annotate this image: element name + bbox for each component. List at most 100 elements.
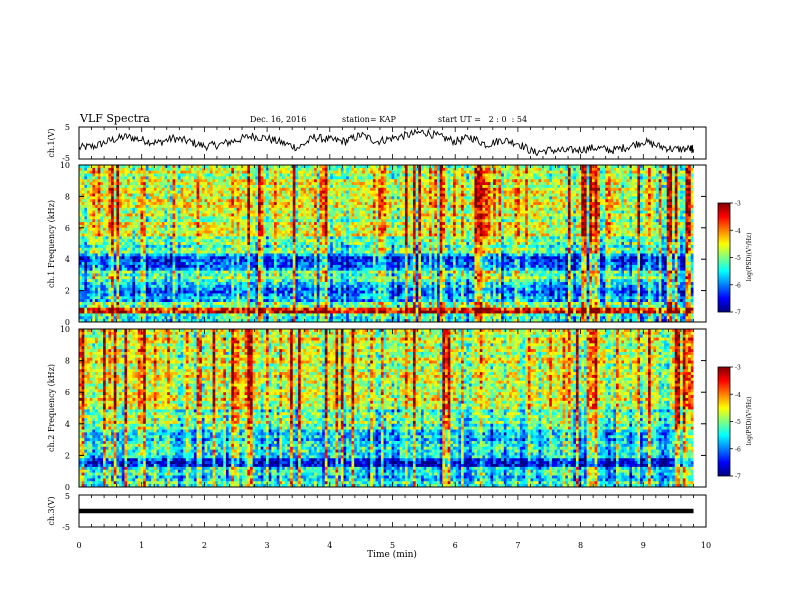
spectrogram-cell — [688, 219, 691, 222]
spectrogram-cell — [87, 196, 90, 199]
spectrogram-cell — [311, 174, 314, 177]
spectrogram-cell — [146, 196, 149, 199]
spectrogram-cell — [651, 182, 654, 185]
spectrogram-cell — [140, 216, 143, 219]
spectrogram-cell — [242, 196, 245, 199]
spectrogram-cell — [418, 168, 421, 171]
spectrogram-cell — [608, 196, 611, 199]
spectrogram-cell — [135, 191, 138, 194]
spectrogram-cell — [643, 196, 646, 199]
spectrogram-cell — [424, 196, 427, 199]
spectrogram-cell — [127, 199, 130, 202]
spectrogram-cell — [389, 171, 392, 174]
spectrogram-cell — [255, 168, 258, 171]
spectrogram-cell — [98, 182, 101, 185]
spectrogram-cell — [140, 185, 143, 188]
spectrogram-cell — [309, 171, 312, 174]
spectrogram-cell — [520, 216, 523, 219]
spectrogram-cell — [138, 214, 141, 217]
spectrogram-cell — [373, 182, 376, 185]
spectrogram-cell — [563, 214, 566, 217]
spectrogram-cell — [116, 188, 119, 191]
spectrogram-cell — [175, 199, 178, 202]
spectrogram-cell — [410, 179, 413, 182]
spectrogram-cell — [453, 199, 456, 202]
spectrogram-cell — [181, 214, 184, 217]
spectrogram-cell — [464, 211, 467, 214]
spectrogram-cell — [132, 202, 135, 205]
spectrogram-cell — [400, 176, 403, 179]
spectrogram-cell — [392, 191, 395, 194]
spectrogram-cell — [122, 211, 125, 214]
spectrogram-cell — [170, 219, 173, 222]
spectrogram-cell — [643, 188, 646, 191]
spectrogram-cell — [330, 191, 333, 194]
spectrogram-cell — [199, 202, 202, 205]
spectrogram-cell — [517, 214, 520, 217]
spectrogram-cell — [389, 208, 392, 211]
spectrogram-cell — [167, 219, 170, 222]
spectrogram-cell — [365, 174, 368, 177]
spectrogram-cell — [237, 216, 240, 219]
spectrogram-cell — [215, 168, 218, 171]
spectrogram-cell — [319, 174, 322, 177]
spectrogram-cell — [263, 216, 266, 219]
spectrogram-cell — [512, 219, 515, 222]
spectrogram-cell — [653, 216, 656, 219]
spectrogram-cell — [140, 188, 143, 191]
spectrogram-cell — [533, 171, 536, 174]
spectrogram-cell — [146, 168, 149, 171]
spectrogram-cell — [539, 191, 542, 194]
spectrogram-cell — [132, 205, 135, 208]
spectrogram-cell — [116, 176, 119, 179]
spectrogram-cell — [226, 174, 229, 177]
spectrogram-cell — [675, 194, 678, 197]
spectrogram-cell — [541, 196, 544, 199]
spectrogram-cell — [605, 222, 608, 225]
spectrogram-cell — [571, 211, 574, 214]
spectrogram-cell — [213, 185, 216, 188]
spectrogram-cell — [539, 211, 542, 214]
spectrogram-cell — [258, 202, 261, 205]
spectrogram-cell — [354, 205, 357, 208]
spectrogram-cell — [685, 185, 688, 188]
spectrogram-cell — [287, 222, 290, 225]
spectrogram-cell — [667, 216, 670, 219]
spectrogram-cell — [154, 222, 157, 225]
spectrogram-cell — [285, 199, 288, 202]
spectrogram-cell — [600, 219, 603, 222]
spectrogram-cell — [330, 168, 333, 171]
spectrogram-cell — [269, 219, 272, 222]
spectrogram-cell — [541, 191, 544, 194]
spectrogram-cell — [555, 179, 558, 182]
spectrogram-cell — [429, 174, 432, 177]
spectrogram-cell — [100, 216, 103, 219]
spectrogram-cell — [306, 225, 309, 228]
spectrogram-cell — [595, 188, 598, 191]
spectrogram-cell — [253, 174, 256, 177]
spectrogram-cell — [533, 182, 536, 185]
spectrogram-cell — [253, 196, 256, 199]
spectrogram-cell — [664, 179, 667, 182]
spectrogram-cell — [338, 191, 341, 194]
spectrogram-cell — [111, 214, 114, 217]
spectrogram-cell — [498, 176, 501, 179]
spectrogram-cell — [330, 225, 333, 228]
spectrogram-cell — [181, 176, 184, 179]
spectrogram-cell — [530, 222, 533, 225]
spectrogram-cell — [469, 216, 472, 219]
spectrogram-cell — [325, 211, 328, 214]
spectrogram-cell — [533, 179, 536, 182]
spectrogram-cell — [659, 191, 662, 194]
spectrogram-cell — [576, 191, 579, 194]
spectrogram-cell — [127, 219, 130, 222]
spectrogram-cell — [453, 196, 456, 199]
spectrogram-cell — [247, 211, 250, 214]
spectrogram-cell — [555, 208, 558, 211]
spectrogram-cell — [164, 222, 167, 225]
spectrogram-cell — [592, 199, 595, 202]
spectrogram-cell — [661, 208, 664, 211]
spectrogram-cell — [651, 202, 654, 205]
spectrogram-cell — [659, 168, 662, 171]
spectrogram-cell — [148, 211, 151, 214]
